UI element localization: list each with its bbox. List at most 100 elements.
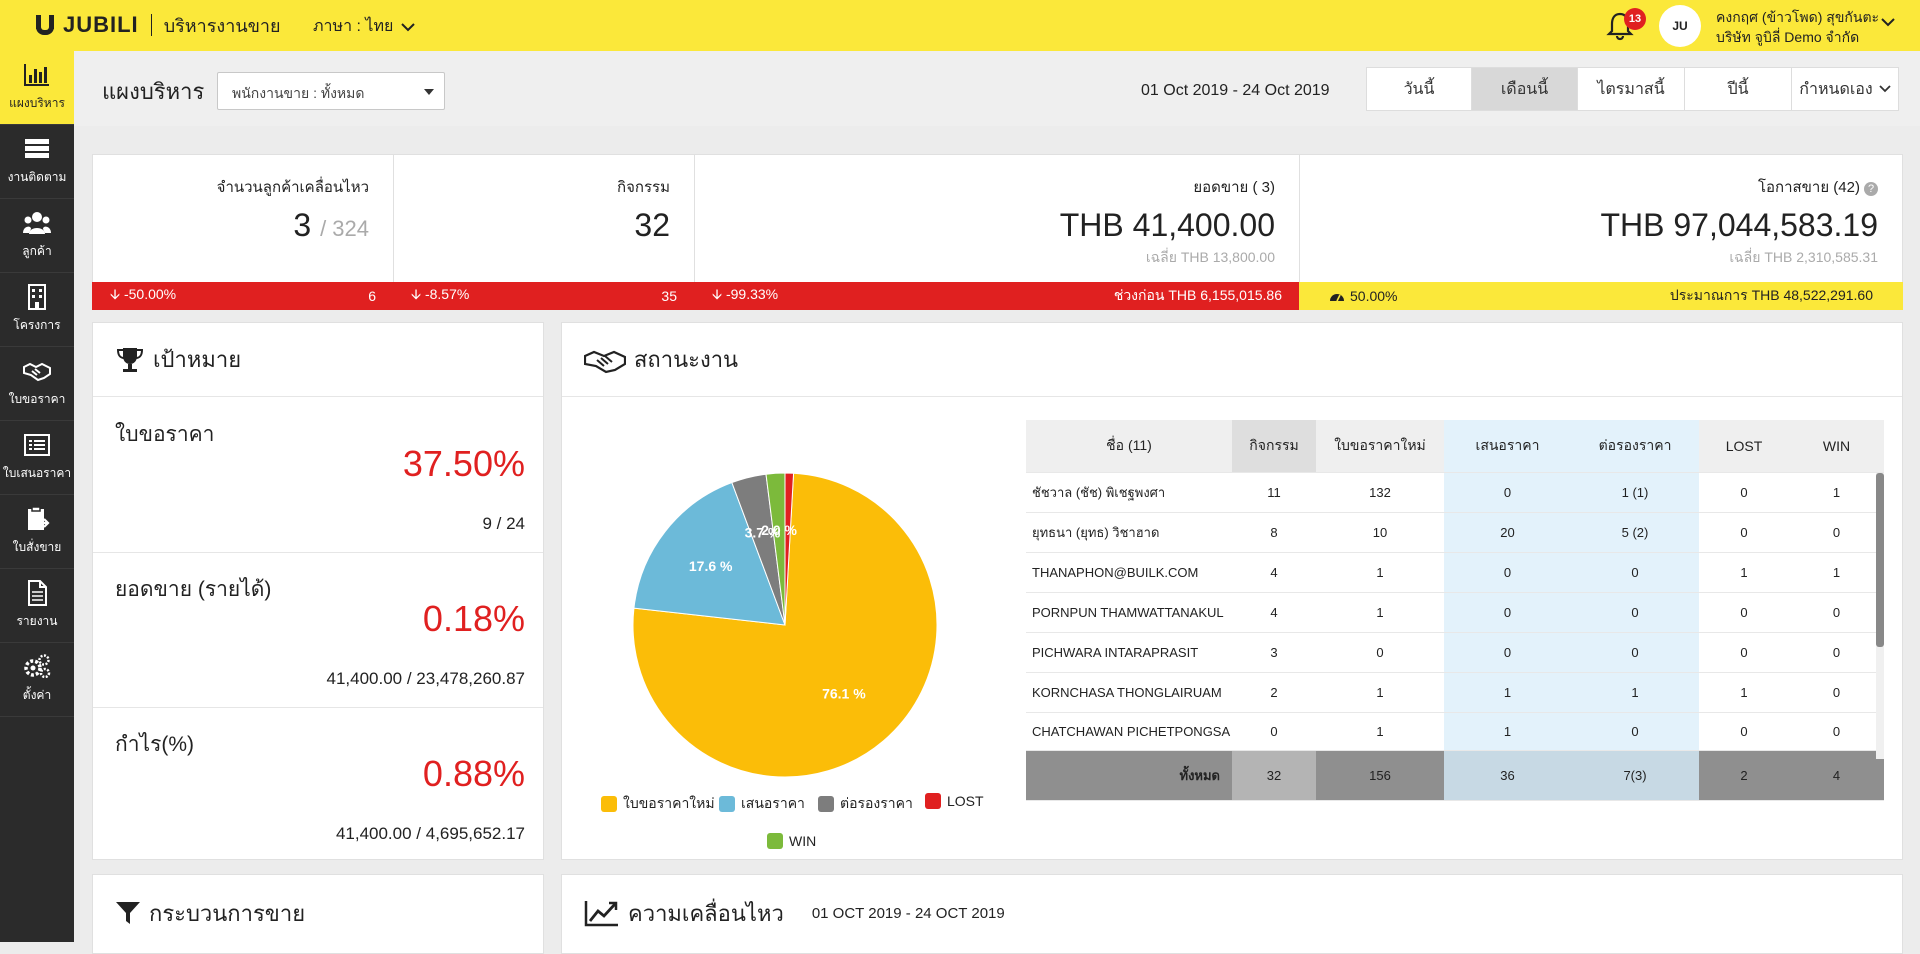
legend-swatch: [601, 796, 617, 812]
table-row[interactable]: ยุทธนา (ยุทธ) วิชาฮาด 8 10 20 5 (2) 0 0: [1026, 512, 1884, 553]
total-lost: 2: [1699, 750, 1789, 801]
legend-item-lost[interactable]: LOST: [925, 793, 984, 809]
cell-new-requests: 0: [1316, 632, 1444, 673]
chevron-down-icon: [401, 22, 416, 31]
scrollbar-thumb[interactable]: [1876, 473, 1884, 647]
total-new-requests: 156: [1316, 750, 1444, 801]
kpi-change: 🡫 -99.33%: [712, 286, 779, 302]
table-scrollbar[interactable]: [1876, 473, 1884, 759]
cell-lost: 0: [1699, 472, 1789, 513]
kpi-moving-customers[interactable]: จำนวนลูกค้าเคลื่อนไหว 3 / 324 🡫 -50.00% …: [92, 154, 394, 310]
top-bar: JUBILI บริหารงานขาย ภาษา : ไทย 13 JU คงก…: [0, 0, 1920, 51]
sidebar-item-projects[interactable]: โครงการ: [0, 273, 74, 347]
brand-logo[interactable]: JUBILI บริหารงานขาย: [34, 12, 281, 38]
col-name[interactable]: ชื่อ (11): [1026, 420, 1232, 473]
goal-percent: 37.50%: [402, 443, 525, 484]
pie-slice-quoted[interactable]: [633, 481, 786, 626]
cell-win: 0: [1789, 712, 1884, 751]
tab-this-month[interactable]: เดือนนี้: [1472, 68, 1578, 110]
sidebar-item-quote-requests[interactable]: ใบขอราคา: [0, 347, 74, 421]
avatar[interactable]: JU: [1659, 5, 1701, 47]
sidebar-item-quotations[interactable]: ใบเสนอราคา: [0, 421, 74, 495]
sidebar-item-sales-orders[interactable]: ใบสั่งขาย: [0, 495, 74, 569]
kpi-value: 32: [634, 207, 670, 243]
cell-new-requests: 132: [1316, 472, 1444, 513]
status-pie-chart: 76.1 % 17.6 % 3.7 %2.0 %: [632, 472, 938, 778]
cell-activities: 8: [1232, 512, 1316, 553]
goal-label: ยอดขาย (รายได้): [115, 578, 272, 601]
table-row[interactable]: ชัชวาล (ชัช) พิเชฐพงศา 11 132 0 1 (1) 0 1: [1026, 472, 1884, 513]
pie-slice-label: 17.6 %: [689, 558, 733, 574]
cell-name: ยุทธนา (ยุทธ) วิชาฮาด: [1026, 512, 1232, 553]
kpi-opportunities[interactable]: โอกาสขาย (42)? THB 97,044,583.19 เฉลี่ย …: [1299, 154, 1903, 310]
goal-ratio: 41,400.00 / 23,478,260.87: [326, 669, 525, 688]
cell-name: PICHWARA INTARAPRASIT: [1026, 632, 1232, 673]
kpi-change-value: -99.33%: [725, 286, 779, 302]
table-row[interactable]: PORNPUN THAMWATTANAKUL 4 1 0 0 0 0: [1026, 592, 1884, 633]
table-row[interactable]: PICHWARA INTARAPRASIT 3 0 0 0 0 0: [1026, 632, 1884, 673]
tab-custom[interactable]: กำหนดเอง: [1792, 68, 1898, 110]
sales-process-panel: กระบวนการขาย: [92, 874, 544, 954]
cell-negotiating: 0: [1571, 592, 1699, 633]
legend-item-quoted[interactable]: เสนอราคา: [719, 793, 805, 815]
legend-item-new-request[interactable]: ใบขอราคาใหม่: [601, 793, 715, 815]
sales-process-header: กระบวนการขาย: [93, 875, 543, 951]
cell-new-requests: 1: [1316, 592, 1444, 633]
col-negotiating[interactable]: ต่อรองราคา: [1571, 420, 1699, 473]
cell-win: 0: [1789, 512, 1884, 553]
kpi-label: โอกาสขาย (42)?: [1758, 175, 1878, 199]
tab-this-year[interactable]: ปีนี้: [1685, 68, 1792, 110]
col-lost[interactable]: LOST: [1699, 420, 1789, 473]
clipboard-icon: [28, 506, 50, 530]
kpi-change-bar: 🡫 -99.33% ช่วงก่อน THB 6,155,015.86: [694, 282, 1300, 310]
col-new-requests[interactable]: ใบขอราคาใหม่: [1316, 420, 1444, 473]
kpi-change: 🡫 -50.00%: [110, 286, 177, 302]
page-title: แผงบริหาร: [102, 79, 205, 104]
sidebar-item-reports[interactable]: รายงาน: [0, 569, 74, 643]
salesperson-select[interactable]: พนักงานขาย : ทั้งหมด: [217, 72, 445, 110]
sidebar-item-label: รายงาน: [16, 614, 58, 628]
col-quoted[interactable]: เสนอราคา: [1444, 420, 1571, 473]
movement-date-range: 01 OCT 2019 - 24 OCT 2019: [811, 904, 1005, 922]
bar-chart-icon: [24, 64, 49, 86]
movement-header: ความเคลื่อนไหว 01 OCT 2019 - 24 OCT 2019: [562, 875, 1902, 951]
kpi-estimate: ประมาณการ THB 48,522,291.60: [1669, 287, 1873, 303]
user-menu-chevron-icon[interactable]: [1880, 16, 1896, 28]
help-icon[interactable]: ?: [1864, 182, 1878, 196]
list-icon: [24, 434, 50, 456]
sidebar-item-dashboard[interactable]: แผงบริหาร: [0, 51, 74, 125]
kpi-previous-value: ช่วงก่อน THB 6,155,015.86: [1113, 287, 1282, 303]
tab-this-quarter[interactable]: ไตรมาสนี้: [1578, 68, 1685, 110]
kpi-activities[interactable]: กิจกรรม 32 🡫 -8.57% 35: [393, 154, 695, 310]
tab-today[interactable]: วันนี้: [1367, 68, 1472, 110]
sidebar-item-customers[interactable]: ลูกค้า: [0, 199, 74, 273]
table-row[interactable]: CHATCHAWAN PICHETPONGSA 0 1 1 0 0 0: [1026, 712, 1884, 751]
kpi-sales[interactable]: ยอดขาย ( 3) THB 41,400.00 เฉลี่ย THB 13,…: [694, 154, 1300, 310]
cell-activities: 2: [1232, 672, 1316, 713]
cell-activities: 3: [1232, 632, 1316, 673]
legend-item-negotiating[interactable]: ต่อรองราคา: [818, 793, 913, 815]
cell-win: 1: [1789, 472, 1884, 513]
legend-item-win[interactable]: WIN: [767, 833, 816, 849]
sidebar-item-settings[interactable]: ตั้งค่า: [0, 643, 74, 717]
col-win[interactable]: WIN: [1789, 420, 1884, 473]
cell-new-requests: 10: [1316, 512, 1444, 553]
sidebar-item-followups[interactable]: งานติดตาม: [0, 125, 74, 199]
table-row[interactable]: KORNCHASA THONGLAIRUAM 2 1 1 1 1 0: [1026, 672, 1884, 713]
language-selector[interactable]: ภาษา : ไทย: [313, 14, 416, 39]
kpi-label: จำนวนลูกค้าเคลื่อนไหว: [216, 179, 369, 196]
handshake-icon: [584, 350, 626, 373]
user-info[interactable]: คงกฤศ (ข้าวโพด) สุขกันตะ บริษัท จูบิลี่ …: [1716, 7, 1879, 47]
col-activities[interactable]: กิจกรรม: [1232, 420, 1316, 473]
sidebar-item-label: ใบขอราคา: [8, 392, 66, 406]
cell-activities: 4: [1232, 592, 1316, 633]
filter-icon: [116, 902, 140, 924]
table-row[interactable]: THANAPHON@BUILK.COM 4 1 0 0 1 1: [1026, 552, 1884, 593]
pie-slice-lost[interactable]: [784, 472, 795, 626]
server-list-icon: [25, 139, 49, 158]
tab-custom-label: กำหนดเอง: [1799, 80, 1873, 98]
table-total-row: ทั้งหมด 32 156 36 7(3) 2 4: [1026, 750, 1884, 801]
movement-panel: ความเคลื่อนไหว 01 OCT 2019 - 24 OCT 2019: [561, 874, 1903, 954]
salesperson-select-value: พนักงานขาย : ทั้งหมด: [232, 85, 365, 101]
goal-percent: 0.88%: [422, 753, 525, 794]
